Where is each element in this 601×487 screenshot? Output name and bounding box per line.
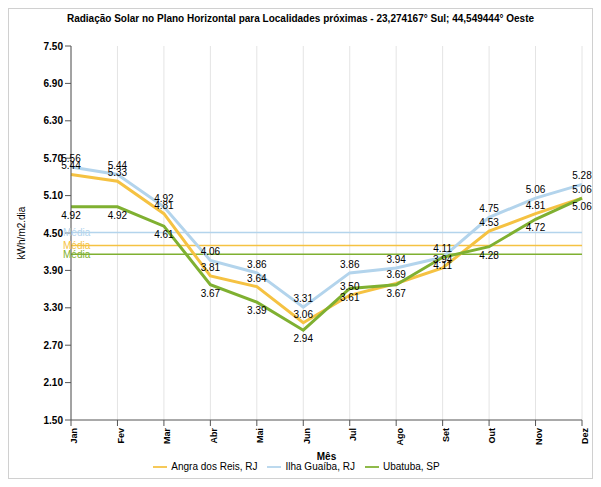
svg-text:4.92: 4.92 (61, 210, 81, 221)
svg-text:3.06: 3.06 (294, 309, 314, 320)
svg-text:Mar: Mar (162, 428, 172, 445)
html-text:Radiação Solar no Plano Horizo: Radiação Solar no Plano Horizontal para … (67, 13, 534, 24)
svg-text:3.86: 3.86 (247, 259, 267, 270)
svg-text:3.67: 3.67 (201, 288, 221, 299)
svg-text:5.06: 5.06 (572, 201, 592, 212)
svg-text:Mês: Mês (317, 451, 337, 462)
svg-text:Dez: Dez (580, 428, 590, 445)
svg-text:4.06: 4.06 (201, 246, 221, 257)
html-text:Ilha Guaíba, RJ: Ilha Guaíba, RJ (285, 460, 355, 472)
svg-text:6.30: 6.30 (44, 115, 64, 126)
svg-text:4.81: 4.81 (154, 200, 174, 211)
svg-text:5.56: 5.56 (61, 152, 81, 164)
svg-text:4.11: 4.11 (433, 260, 452, 271)
svg-text:Set: Set (441, 428, 451, 442)
svg-text:3.90: 3.90 (44, 265, 64, 276)
svg-text:5.28: 5.28 (572, 170, 592, 181)
svg-text:2.94: 2.94 (294, 333, 314, 344)
svg-text:4.92: 4.92 (108, 210, 128, 221)
svg-text:1.50: 1.50 (44, 415, 64, 426)
svg-text:4.50: 4.50 (44, 228, 64, 239)
svg-text:Mai: Mai (255, 428, 265, 443)
svg-text:3.69: 3.69 (386, 269, 406, 280)
svg-text:7.50: 7.50 (44, 41, 64, 52)
svg-text:5.44: 5.44 (61, 160, 81, 171)
svg-text:4.28: 4.28 (479, 250, 499, 261)
svg-text:3.39: 3.39 (247, 305, 267, 316)
svg-text:4.92: 4.92 (154, 192, 174, 204)
svg-text:Ago: Ago (395, 428, 405, 446)
svg-text:Jul: Jul (348, 428, 358, 441)
svg-text:4.72: 4.72 (526, 222, 546, 233)
svg-text:5.10: 5.10 (44, 190, 64, 201)
svg-text:Média: Média (63, 240, 91, 251)
svg-text:5.06: 5.06 (526, 184, 546, 195)
svg-text:3.64: 3.64 (247, 273, 267, 284)
svg-text:4.75: 4.75 (479, 203, 499, 214)
svg-text:5.06: 5.06 (572, 184, 592, 195)
svg-text:2.70: 2.70 (44, 340, 64, 351)
html-text:Angra dos Reis, RJ: Angra dos Reis, RJ (171, 460, 258, 472)
svg-text:Jun: Jun (302, 428, 312, 444)
svg-text:3.31: 3.31 (294, 293, 314, 304)
svg-text:3.30: 3.30 (44, 302, 64, 313)
svg-text:4.11: 4.11 (433, 243, 452, 254)
svg-text:3.67: 3.67 (386, 288, 406, 299)
svg-text:Out: Out (487, 428, 497, 444)
svg-text:Nov: Nov (534, 428, 544, 445)
svg-text:Média: Média (63, 227, 91, 238)
svg-text:6.90: 6.90 (44, 78, 64, 89)
svg-text:4.81: 4.81 (526, 200, 546, 211)
html-text:Ubatuba, SP: Ubatuba, SP (383, 460, 440, 472)
svg-text:Fev: Fev (116, 428, 126, 444)
svg-text:5.33: 5.33 (108, 167, 128, 178)
svg-text:4.61: 4.61 (154, 229, 174, 240)
svg-text:3.81: 3.81 (201, 262, 221, 273)
svg-text:3.94: 3.94 (386, 254, 406, 265)
svg-text:Abr: Abr (209, 428, 219, 444)
svg-text:kWh/m2.dia: kWh/m2.dia (16, 206, 27, 259)
svg-text:3.50: 3.50 (340, 281, 360, 293)
svg-text:3.94: 3.94 (432, 253, 453, 265)
svg-text:2.10: 2.10 (44, 377, 64, 388)
svg-text:Média: Média (63, 249, 91, 260)
svg-text:Jan: Jan (69, 428, 79, 444)
svg-text:3.86: 3.86 (340, 259, 360, 270)
svg-text:5.44: 5.44 (107, 160, 128, 172)
svg-text:5.70: 5.70 (43, 152, 63, 164)
svg-text:4.53: 4.53 (479, 217, 499, 228)
svg-text:3.61: 3.61 (340, 292, 360, 303)
